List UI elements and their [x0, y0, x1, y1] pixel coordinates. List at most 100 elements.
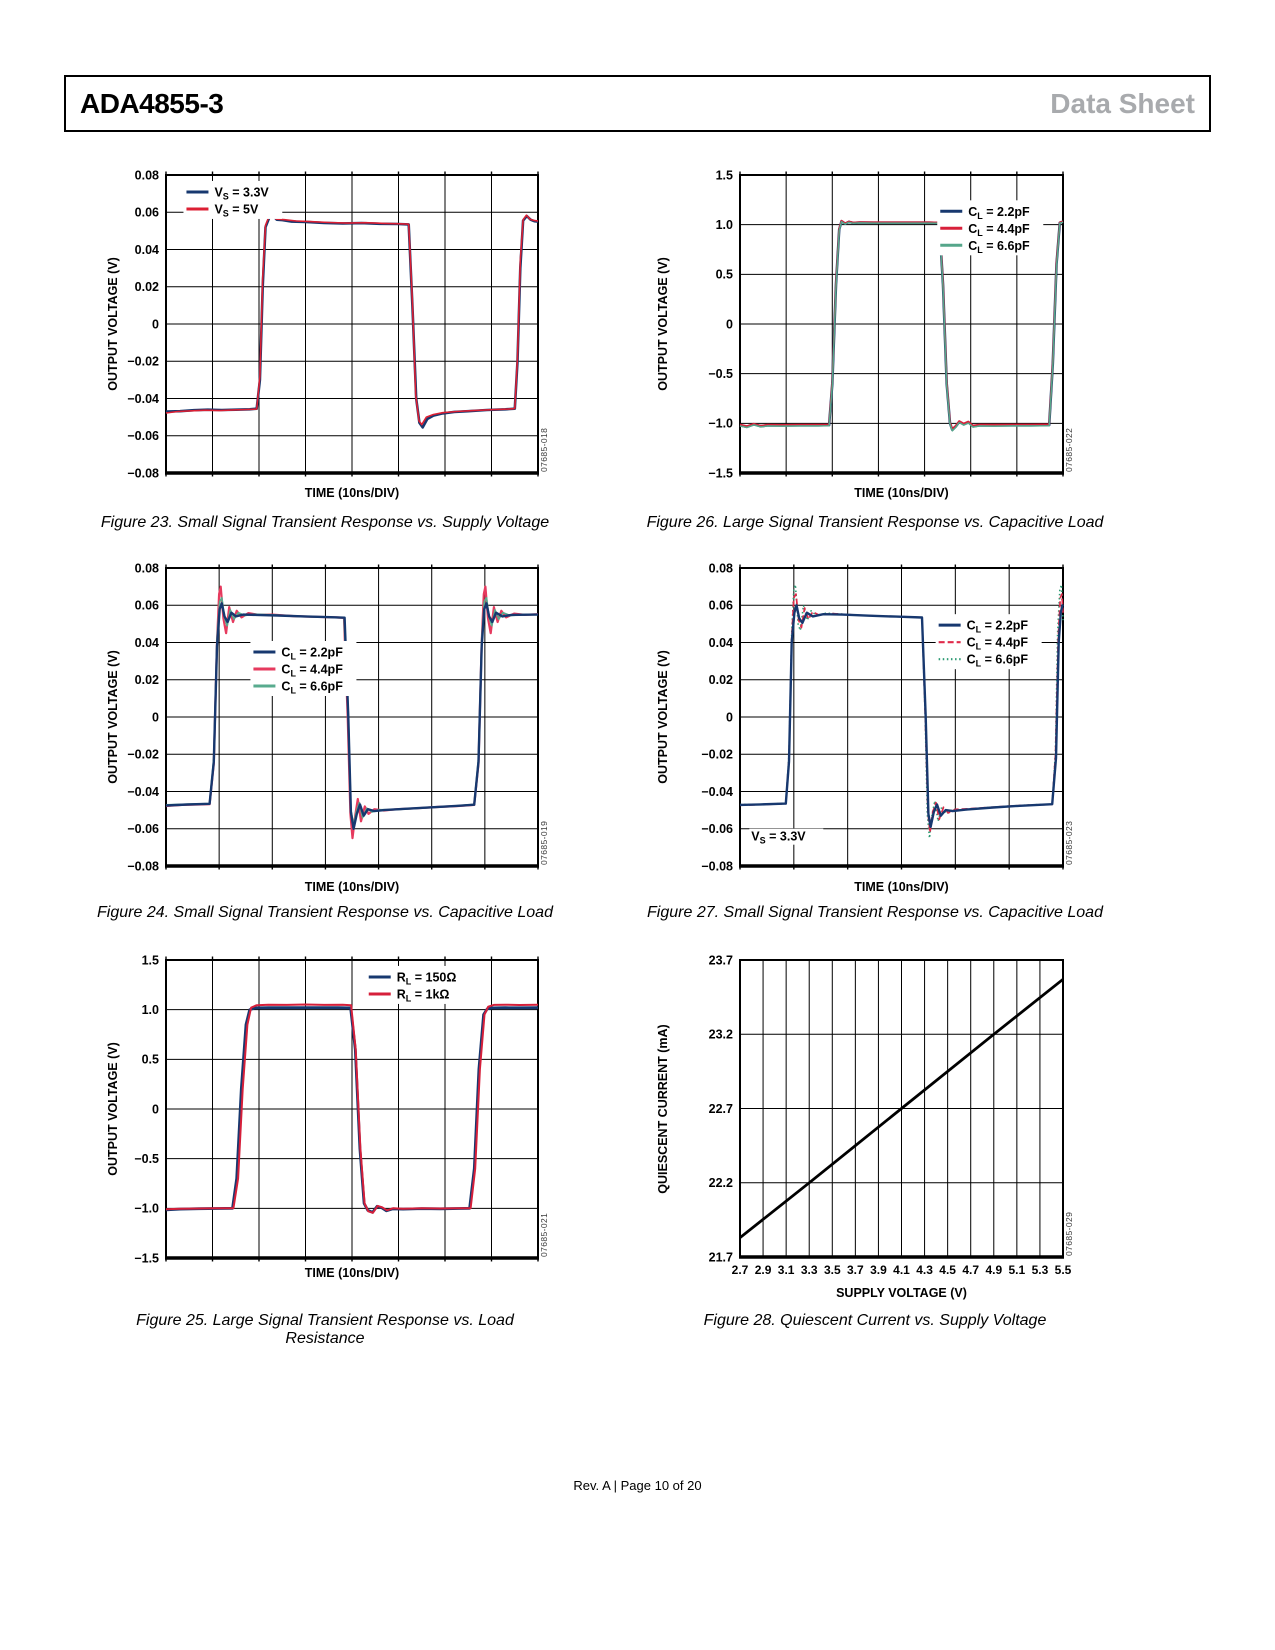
series-line — [739, 583, 1064, 839]
y-tick-label: −0.08 — [127, 859, 159, 873]
figure-id-watermark: 07685-023 — [1064, 821, 1074, 865]
legend-background — [183, 180, 283, 219]
x-tick-label: 4.9 — [985, 1263, 1002, 1277]
legend-label: RL = 150Ω — [397, 970, 457, 986]
y-tick-label: −1.5 — [708, 466, 733, 480]
page-footer: Rev. A | Page 10 of 20 — [573, 1478, 702, 1493]
x-tick-label: 4.5 — [939, 1263, 956, 1277]
x-axis-title: TIME (10ns/DIV) — [304, 880, 400, 894]
y-tick-label: 0 — [726, 317, 733, 331]
y-tick-label: 0 — [726, 710, 733, 724]
plot-figure-27: 0.08 0.06 0.04 0.02 0 −0.02 −0.04 −0.06 −0.08 CL … — [701, 561, 1074, 873]
y-tick-label: −0.04 — [127, 785, 159, 799]
y-tick-label: −1.5 — [134, 1251, 159, 1265]
y-tick-label: 0.06 — [709, 599, 733, 613]
y-tick-label: −0.02 — [701, 748, 733, 762]
legend-label: VS = 5V — [214, 202, 259, 218]
figure-caption: Figure 26. Large Signal Transient Respon… — [646, 514, 1104, 531]
y-tick-label: 0 — [152, 710, 159, 724]
y-tick-label: −0.06 — [701, 822, 733, 836]
figure-id-watermark: 07685-022 — [1064, 428, 1074, 472]
y-tick-label: −1.0 — [134, 1202, 159, 1216]
x-axis-title: SUPPLY VOLTAGE (V) — [836, 1286, 967, 1300]
x-axis-title: TIME (10ns/DIV) — [304, 486, 400, 500]
x-tick-label: 3.7 — [847, 1263, 864, 1277]
x-tick-label: 5.3 — [1032, 1263, 1049, 1277]
x-tick-label: 3.1 — [778, 1263, 795, 1277]
series-line — [739, 219, 1064, 430]
y-tick-label: 0.06 — [135, 206, 159, 220]
doc-type-label: Data Sheet — [1050, 87, 1195, 119]
y-tick-label: −0.5 — [134, 1152, 159, 1166]
figure-id-watermark: 07685-019 — [539, 821, 549, 865]
figure-24: OUTPUT VOLTAGE (V) 0.08 0.06 0.04 0.02 0 −0.0… — [95, 558, 555, 938]
x-tick-label: 2.7 — [732, 1263, 749, 1277]
x-tick-label: 4.7 — [962, 1263, 979, 1277]
legend-label: CL = 2.2pF — [281, 645, 343, 661]
x-tick-label: 5.5 — [1055, 1263, 1072, 1277]
plot-annotation: VS = 3.3V — [751, 830, 806, 846]
y-tick-label: −0.02 — [127, 748, 159, 762]
y-tick-label: 1.5 — [716, 168, 733, 182]
legend-label: CL = 4.4pF — [968, 222, 1030, 238]
y-tick-label: 0.02 — [135, 280, 159, 294]
y-tick-label: 0.04 — [135, 243, 159, 257]
y-tick-label: 23.2 — [709, 1028, 733, 1042]
y-tick-label: 22.7 — [709, 1102, 733, 1116]
annotation-background — [749, 828, 824, 845]
y-tick-label: −1.0 — [708, 417, 733, 431]
y-tick-label: 21.7 — [709, 1250, 733, 1264]
figure-id-watermark: 07685-029 — [1064, 1212, 1074, 1256]
x-tick-label: 2.9 — [755, 1263, 772, 1277]
x-tick-label: 3.5 — [824, 1263, 841, 1277]
figure-28: QUIESCENT CURRENT (mA) 23.7 23.2 22.7 22.2 2… — [645, 950, 1105, 1345]
legend-label: CL = 6.6pF — [968, 239, 1030, 255]
series-line — [739, 978, 1064, 1239]
plot-figure-23: 0.08 0.06 0.04 0.02 0 −0.02 −0.04 −0.06 −0.08 VS … — [127, 168, 549, 480]
series-line — [739, 604, 1065, 829]
series-line — [165, 213, 539, 426]
legend-label: CL = 6.6pF — [967, 653, 1029, 669]
doc-part-number: ADA4855-3 — [80, 87, 224, 119]
legend-label: CL = 4.4pF — [281, 662, 343, 678]
y-tick-label: 1.5 — [142, 953, 159, 967]
series-line — [739, 220, 1064, 432]
y-tick-label: 0.06 — [135, 599, 159, 613]
legend-background — [365, 965, 465, 1004]
series-line — [165, 1003, 539, 1214]
y-tick-label: 23.7 — [709, 953, 733, 967]
y-tick-label: 0.5 — [716, 268, 733, 282]
y-tick-label: −0.06 — [127, 822, 159, 836]
plot-figure-28: 23.7 23.2 22.7 22.2 21.72.7 2.9 3.1 3.3 3.5 3.7 3.… — [709, 953, 1074, 1277]
figure-caption: Figure 23. Small Signal Transient Respon… — [100, 514, 550, 531]
plot-figure-24: 0.08 0.06 0.04 0.02 0 −0.02 −0.04 −0.06 −0.08 CL … — [127, 561, 549, 873]
y-tick-label: 1.0 — [142, 1003, 159, 1017]
figure-26: OUTPUT VOLTAGE (V) 1.5 1.0 0.5 0 −0.5 −1.0 −1.… — [645, 165, 1105, 545]
legend-label: VS = 3.3V — [214, 185, 269, 201]
x-tick-label: 3.9 — [870, 1263, 887, 1277]
y-tick-label: 0.08 — [135, 168, 159, 182]
legend-label: RL = 1kΩ — [397, 987, 450, 1003]
y-tick-label: 1.0 — [716, 218, 733, 232]
x-tick-label: 4.1 — [893, 1263, 910, 1277]
figure-caption: Figure 25. Large Signal Transient Respon… — [136, 1312, 514, 1347]
y-tick-label: −0.08 — [127, 466, 159, 480]
figure-27: OUTPUT VOLTAGE (V) 0.08 0.06 0.04 0.02 0 −0.0… — [645, 558, 1105, 938]
figure-23: OUTPUT VOLTAGE (V) 0.08 0.06 0.04 0.02 0 −0.0… — [95, 165, 555, 545]
x-axis-title: TIME (10ns/DIV) — [304, 1266, 400, 1280]
x-axis-title: TIME (10ns/DIV) — [854, 880, 949, 894]
y-tick-label: −0.02 — [127, 355, 159, 369]
figure-25: OUTPUT VOLTAGE (V) 1.5 1.0 0.5 0 −0.5 −1.0 −1.… — [95, 950, 555, 1347]
y-tick-label: 0.02 — [709, 673, 733, 687]
y-tick-label: 0 — [152, 317, 159, 331]
y-tick-label: −0.04 — [701, 785, 733, 799]
page-header: ADA4855-3 Data Sheet — [64, 75, 1211, 132]
y-tick-label: 0.04 — [709, 636, 733, 650]
y-tick-label: 0.08 — [709, 561, 733, 575]
series-line — [165, 602, 539, 830]
figure-id-watermark: 07685-021 — [539, 1213, 549, 1257]
legend-label: CL = 2.2pF — [967, 619, 1029, 635]
